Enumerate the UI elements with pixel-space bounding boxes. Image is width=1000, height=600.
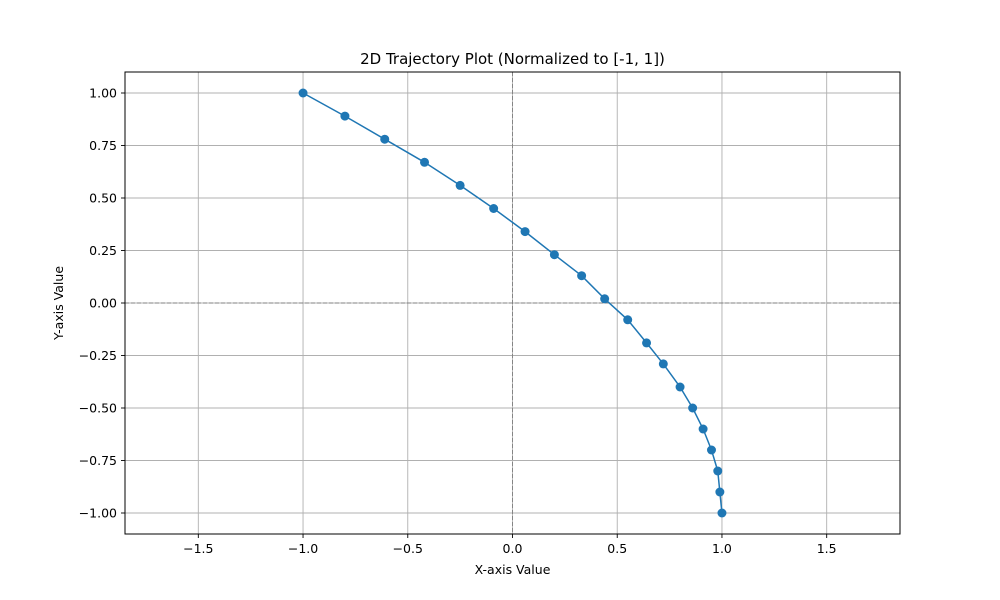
trajectory-point [380,134,390,144]
y-tick-label: 0.75 [89,138,117,153]
trajectory-point [717,508,727,518]
series-layer [298,88,727,518]
trajectory-point [658,359,668,369]
trajectory-point [489,204,499,213]
y-axis: 1.00 0.75 0.50 0.25 0.00 −0.25 −0.50 −0.75 −1.00 [79,86,125,521]
trajectory-point [298,88,308,98]
x-tick-label: 1.5 [817,541,837,556]
trajectory-point [706,445,716,455]
trajectory-point [642,338,652,348]
y-tick-label: 0.00 [89,296,117,311]
trajectory-point [577,271,587,281]
trajectory-point [675,382,685,392]
y-tick-label: 1.00 [89,86,117,101]
y-tick-label: −1.00 [79,506,117,521]
y-axis-label: Y-axis Value [51,266,66,341]
y-tick-label: −0.75 [79,453,117,468]
trajectory-point [688,403,698,413]
chart-title: 2D Trajectory Plot (Normalized to [-1, 1… [360,50,665,68]
x-tick-label: −0.5 [393,541,423,556]
trajectory-point [420,157,430,167]
y-tick-label: 0.50 [89,191,117,206]
y-tick-label: −0.50 [79,401,117,416]
x-tick-label: 0.5 [607,541,627,556]
trajectory-point [623,315,633,325]
trajectory-point [600,294,610,304]
trajectory-point [549,250,559,260]
x-axis-label: X-axis Value [475,562,551,577]
y-tick-label: 0.25 [89,243,117,258]
trajectory-point [713,466,723,476]
x-tick-label: −1.5 [183,541,213,556]
trajectory-point [340,111,350,121]
trajectory-point [698,424,708,434]
reference-lines [125,72,900,534]
x-axis: −1.5 −1.0 −0.5 0.0 0.5 1.0 1.5 [183,534,837,556]
trajectory-point [715,487,725,497]
x-tick-label: 1.0 [712,541,732,556]
x-tick-label: −1.0 [288,541,318,556]
trajectory-point [520,227,530,237]
x-tick-label: 0.0 [503,541,523,556]
trajectory-point [455,180,465,190]
y-tick-label: −0.25 [79,348,117,363]
